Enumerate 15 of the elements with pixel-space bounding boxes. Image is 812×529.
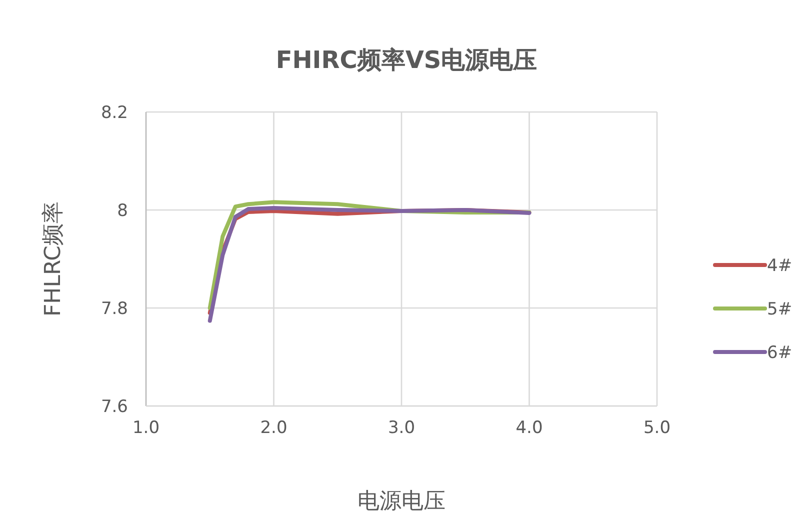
- x-axis-title: 电源电压: [358, 489, 446, 514]
- x-tick-label: 5.0: [643, 418, 671, 438]
- legend-label: 6#: [767, 343, 792, 363]
- y-tick-label: 8.2: [100, 103, 128, 123]
- x-tick-label: 2.0: [260, 418, 288, 438]
- y-axis-title: FHLRC频率: [41, 201, 66, 317]
- y-tick-label: 7.6: [100, 397, 128, 417]
- x-tick-label: 4.0: [516, 418, 543, 438]
- legend-label: 5#: [767, 300, 792, 320]
- y-tick-label: 8: [117, 201, 128, 221]
- x-tick-label: 3.0: [388, 418, 416, 438]
- legend-label: 4#: [767, 256, 792, 276]
- x-tick-label: 1.0: [132, 418, 160, 438]
- chart-title: FHIRC频率VS电源电压: [276, 46, 538, 74]
- y-tick-label: 7.8: [100, 299, 128, 319]
